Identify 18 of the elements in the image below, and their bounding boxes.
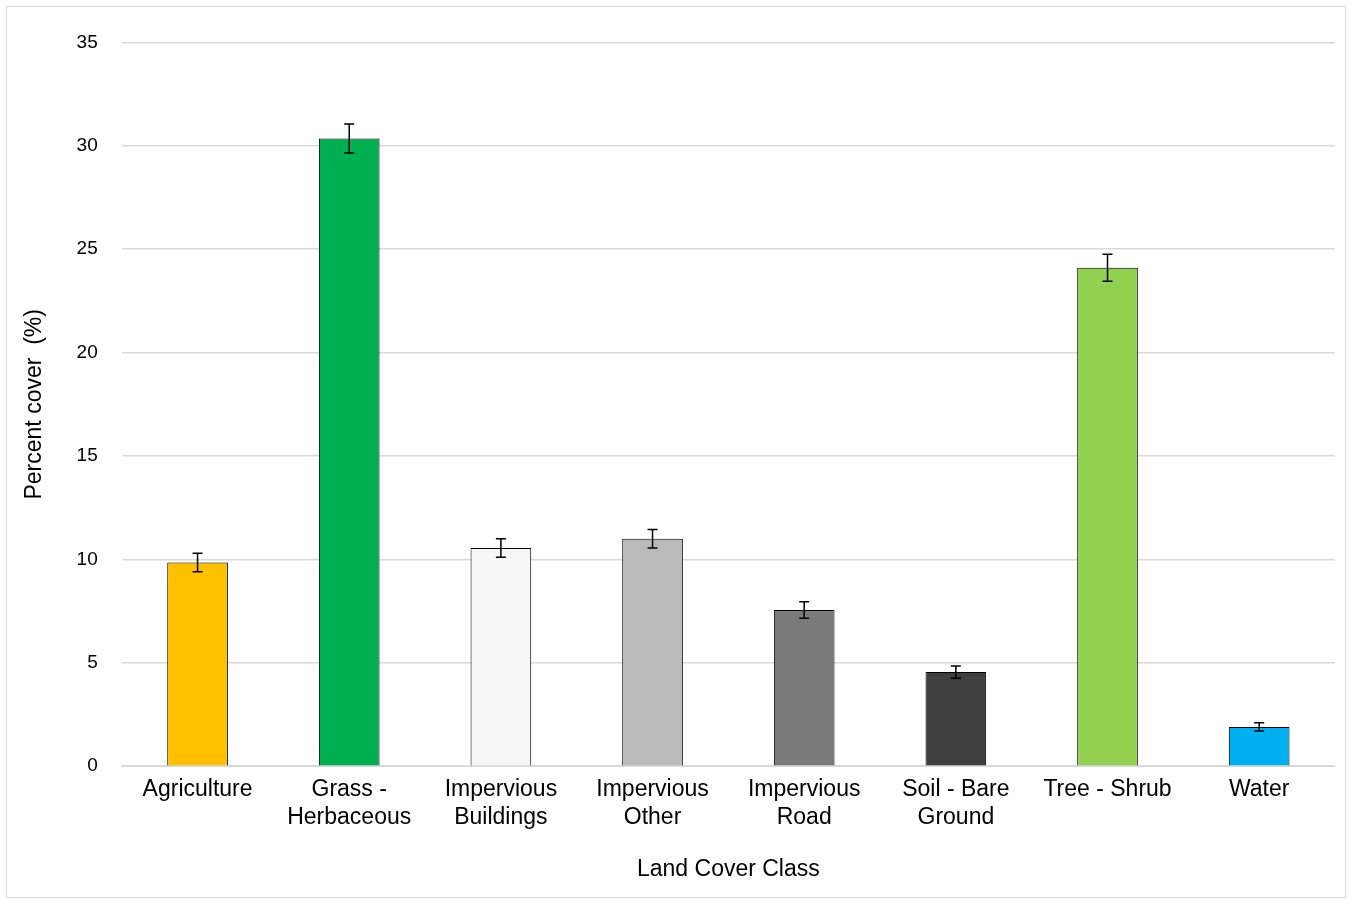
y-tick-label: 0 bbox=[87, 754, 98, 776]
y-tick-label: 10 bbox=[76, 547, 98, 569]
x-axis-title: Land Cover Class bbox=[636, 854, 820, 881]
x-tick-label: Soil - Bare Ground bbox=[902, 775, 1010, 829]
y-axis-title: Percent cover (%) bbox=[20, 309, 47, 500]
y-tick-label: 20 bbox=[76, 340, 98, 362]
x-tick-label: Impervious Road bbox=[747, 775, 861, 829]
y-tick-label: 30 bbox=[76, 134, 98, 156]
x-tick-label: Tree - Shrub bbox=[1043, 775, 1172, 802]
x-tick-label: Impervious Other bbox=[596, 775, 709, 829]
x-tick-label: Water bbox=[1228, 775, 1290, 802]
y-tick-label: 25 bbox=[76, 237, 98, 259]
x-tick-label: Grass - Herbaceous bbox=[287, 775, 412, 829]
y-tick-label: 15 bbox=[76, 444, 98, 466]
x-tick-label: Agriculture bbox=[142, 775, 253, 802]
x-tick-label: Impervious Buildings bbox=[444, 775, 558, 829]
y-tick-label: 35 bbox=[76, 30, 98, 52]
y-tick-label: 5 bbox=[87, 651, 98, 673]
